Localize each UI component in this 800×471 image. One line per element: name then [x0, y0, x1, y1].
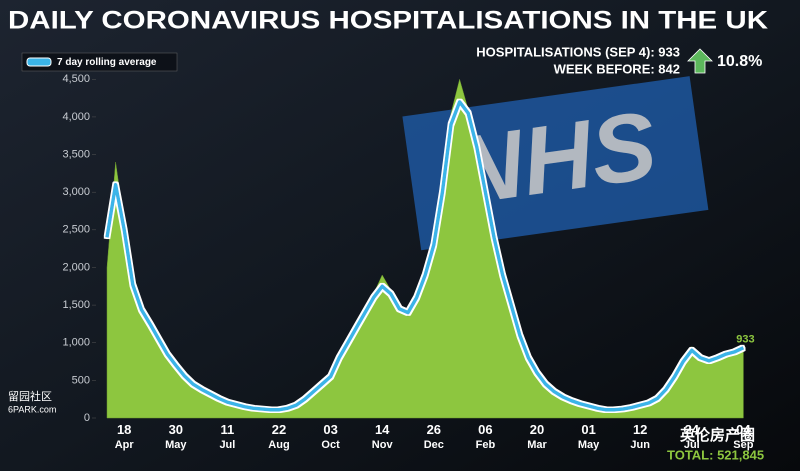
x-tick-label-part: 30 — [169, 422, 183, 437]
y-tick-label: 1,000 — [62, 337, 90, 349]
x-tick-label: 22 Aug — [268, 422, 289, 450]
x-tick-label-part: 04 — [736, 422, 751, 437]
chart-title: DAILY CORONAVIRUS HOSPITALISATIONS IN TH… — [8, 7, 768, 35]
legend-box — [21, 52, 178, 72]
y-tick-label: 500 — [72, 374, 90, 386]
watermark: 留园社区 — [8, 389, 52, 403]
x-tick-label: 20 Mar — [527, 422, 547, 450]
x-tick-label-part: Feb — [476, 439, 496, 451]
latest-annotation: HOSPITALISATIONS (SEP 4): 933 — [476, 44, 680, 59]
x-tick-label: 11 Jul — [219, 422, 235, 450]
x-tick-label-part: 12 — [633, 422, 647, 437]
y-tick-label: 0 — [84, 412, 90, 424]
x-tick-label: 03 Oct — [321, 422, 340, 450]
x-tick-label-part: 26 — [427, 422, 441, 437]
x-tick-label: 04 Sep — [733, 422, 753, 450]
x-tick-label-part: Jun — [630, 439, 650, 451]
x-tick-label-part: 01 — [581, 422, 595, 437]
y-tick-label: 3,000 — [62, 186, 90, 198]
x-tick-label: 12 Jun — [630, 422, 650, 450]
x-tick-label: 24 Jul — [684, 422, 700, 450]
legend-label: 7 day rolling average — [57, 57, 157, 68]
x-tick-label: 30 May — [165, 422, 187, 450]
y-tick-label: 1,500 — [62, 299, 90, 311]
y-tick-label: 2,000 — [62, 261, 90, 273]
x-tick-label: 26 Dec — [424, 422, 444, 450]
x-tick-label-part: 14 — [375, 422, 390, 437]
x-tick-label: 01 May — [578, 422, 600, 450]
x-tick-label-part: May — [165, 439, 187, 451]
up-arrow — [687, 48, 713, 74]
watermark: 英伦房产圈 — [680, 426, 755, 444]
watermark: 6PARK.com — [8, 404, 56, 414]
x-tick-label-part: Oct — [321, 439, 340, 451]
legend-swatch — [26, 57, 52, 67]
y-tick-label: 4,000 — [62, 111, 90, 123]
y-tick-label: 3,500 — [62, 148, 90, 160]
x-tick-label-part: 22 — [272, 422, 286, 437]
x-tick-label-part: 11 — [221, 422, 235, 437]
x-tick-label-part: Apr — [115, 439, 135, 451]
x-tick-label-part: 24 — [685, 422, 700, 437]
x-tick-label-part: 03 — [323, 422, 337, 437]
x-tick-label-part: Sep — [733, 439, 753, 451]
x-tick-label-part: Dec — [424, 439, 444, 451]
x-tick-label-part: Mar — [527, 439, 547, 451]
x-tick-label-part: Jul — [684, 439, 700, 451]
x-tick-label-part: Jul — [219, 439, 235, 451]
x-tick-label: 06 Feb — [476, 422, 496, 450]
x-tick-label-part: Aug — [268, 439, 289, 451]
x-tick-label: 14 Nov — [372, 422, 394, 450]
total-annotation: TOTAL: 521,845 — [667, 447, 764, 462]
x-tick-label-part: 20 — [530, 422, 544, 437]
x-tick-label-part: May — [578, 439, 600, 451]
change-annotation: 10.8% — [717, 53, 762, 70]
y-tick-label: 4,500 — [62, 73, 90, 85]
end-label: 933 — [736, 334, 754, 346]
x-tick-label-part: Nov — [372, 439, 394, 451]
y-tick-label: 2,500 — [62, 224, 90, 236]
x-tick-label-part: 18 — [117, 422, 131, 437]
week-before-annotation: WEEK BEFORE: 842 — [554, 61, 680, 76]
x-tick-label: 18 Apr — [115, 422, 135, 450]
x-tick-label-part: 06 — [478, 422, 492, 437]
line — [105, 100, 745, 412]
